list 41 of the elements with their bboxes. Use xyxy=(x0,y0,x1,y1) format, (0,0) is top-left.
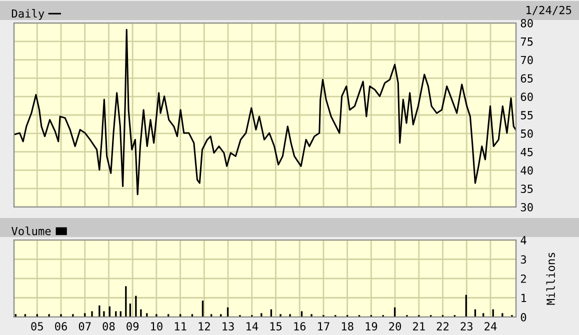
y-tick-label: 0 xyxy=(520,313,526,322)
text: 1/24/25 xyxy=(526,6,572,16)
y-tick-label: 70 xyxy=(520,56,533,64)
x-tick-label: 21 xyxy=(413,322,425,330)
x-tick-label: 24 xyxy=(484,322,497,330)
x-tick-label: 14 xyxy=(246,322,258,330)
y-tick-label: 3 xyxy=(520,255,526,264)
x-tick-label: 19 xyxy=(366,322,378,331)
y-tick-label: 30 xyxy=(520,203,533,212)
y-tick-label: 2 xyxy=(520,274,526,283)
x-tick-label: 05 xyxy=(31,322,43,331)
legend-label: Daily xyxy=(12,9,44,20)
legend-label: Volume xyxy=(12,226,51,236)
y-tick-label: 65 xyxy=(520,74,533,83)
y-tick-label: 80 xyxy=(520,19,533,28)
x-tick-label: 20 xyxy=(389,322,401,331)
x-tick-label: 17 xyxy=(318,322,330,330)
y-tick-label: 4 xyxy=(520,236,526,244)
y-tick-label: 75 xyxy=(520,38,533,46)
x-tick-label: 11 xyxy=(174,322,186,330)
y-tick-label: 55 xyxy=(520,111,533,120)
y-tick-label: 1 xyxy=(522,294,526,302)
x-tick-label: 08 xyxy=(102,322,115,331)
x-tick-label: 18 xyxy=(342,322,354,331)
y-tick-label: 40 xyxy=(520,166,533,175)
y2-axis-title: Millions xyxy=(546,252,555,305)
y-tick-label: 60 xyxy=(520,92,533,102)
x-tick-label: 09 xyxy=(126,322,139,331)
x-tick-label: 22 xyxy=(436,322,448,330)
x-tick-label: 06 xyxy=(55,322,67,331)
line-series xyxy=(14,28,516,196)
x-tick-label: 13 xyxy=(222,322,234,331)
y-tick-label: 35 xyxy=(520,184,533,194)
x-tick-label: 15 xyxy=(270,322,282,331)
y-tick-label: 45 xyxy=(520,148,533,156)
y-tick-label: 50 xyxy=(520,129,533,138)
x-tick-label: 10 xyxy=(151,322,162,331)
x-tick-label: 23 xyxy=(460,322,472,331)
x-tick-label: 07 xyxy=(78,322,91,331)
x-tick-label: 16 xyxy=(294,322,306,331)
x-tick-label: 12 xyxy=(198,322,210,330)
